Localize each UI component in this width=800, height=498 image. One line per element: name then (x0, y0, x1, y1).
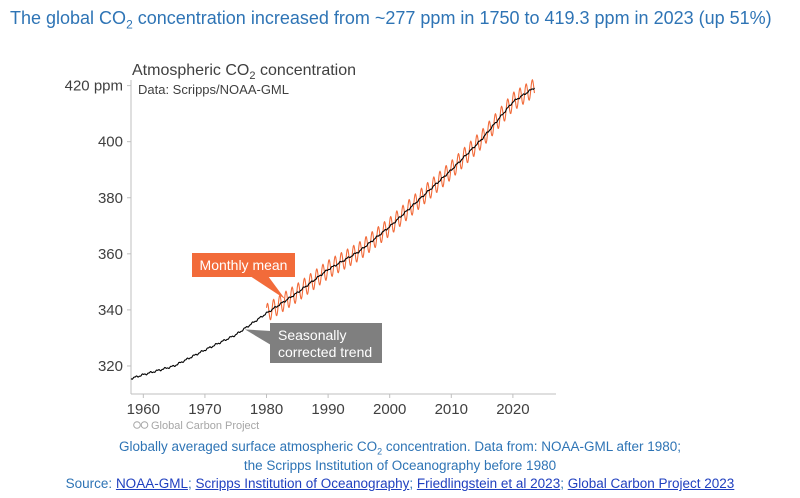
monthly-mean-callout-box (192, 253, 295, 277)
source-link-friedlingstein[interactable]: Friedlingstein et al 2023 (416, 476, 561, 491)
x-tick-label: 2000 (373, 401, 406, 418)
x-tick-label: 1960 (127, 401, 160, 418)
watermark: Global Carbon Project (133, 420, 259, 432)
chart-plot-area (130, 79, 535, 380)
headline-part1: The global CO (10, 8, 127, 28)
y-tick-label: 380 (98, 190, 123, 207)
trend-callout-box (270, 323, 382, 363)
watermark-text: Global Carbon Project (151, 420, 259, 432)
y-tick-label: 320 (98, 358, 123, 375)
y-tick-label: 420 ppm (65, 78, 123, 95)
monthly-mean-line (265, 79, 535, 321)
caption-line1: Globally averaged surface atmospheric CO… (0, 439, 800, 457)
headline-part2: concentration increased from ~277 ppm in… (132, 8, 772, 28)
source-line: Source: NOAA-GML; Scripps Institution of… (0, 476, 800, 491)
chart-axes: 320 340 360 380 400 420 ppm 1960 1970 1980 1990 20… (65, 78, 556, 418)
caption-line1-part1: Globally averaged surface atmospheric CO (118, 439, 378, 454)
x-tick-label: 1990 (311, 401, 344, 418)
caption-subscript: 2 (377, 446, 383, 457)
caption-line1-part2: concentration. Data from: NOAA-GML after… (382, 439, 682, 454)
x-tick-label: 2020 (496, 401, 529, 418)
x-tick-label: 1980 (250, 401, 283, 418)
x-tick-label: 2010 (435, 401, 468, 418)
chart-subtitle: Data: Scripps/NOAA-GML (138, 82, 289, 97)
source-separator: ; (187, 476, 196, 491)
monthly-mean-label: Monthly mean (200, 257, 288, 273)
source-separator: ; (560, 476, 568, 491)
trend-annotation: Seasonally corrected trend (244, 323, 382, 363)
by-icon (140, 421, 149, 429)
y-tick-label: 400 (98, 134, 123, 151)
headline-subscript: 2 (126, 17, 133, 32)
trend-label-line1: Seasonally (278, 327, 347, 343)
monthly-mean-annotation: Monthly mean (192, 253, 295, 299)
y-tick-label: 340 (98, 302, 123, 319)
x-tick-label: 1970 (188, 401, 221, 418)
source-link-scripps[interactable]: Scripps Institution of Oceanography (195, 476, 410, 491)
trend-callout-pointer (244, 329, 271, 345)
chart-annotations: Monthly mean Seasonally corrected trend (192, 253, 382, 363)
trend-line (130, 87, 535, 380)
headline: The global CO2 concentration increased f… (10, 8, 790, 32)
source-label: Source: (65, 476, 116, 491)
monthly-mean-callout-pointer (250, 276, 285, 299)
y-tick-label: 360 (98, 246, 123, 263)
source-separator: ; (409, 476, 417, 491)
source-link-gcp[interactable]: Global Carbon Project 2023 (567, 476, 735, 491)
cc-icon (133, 421, 141, 429)
chart-title: Atmospheric CO2 concentration (132, 62, 356, 82)
caption-line2: the Scripps Institution of Oceanography … (243, 458, 557, 473)
trend-label-line2: corrected trend (278, 344, 372, 360)
source-link-noaa[interactable]: NOAA-GML (115, 476, 188, 491)
